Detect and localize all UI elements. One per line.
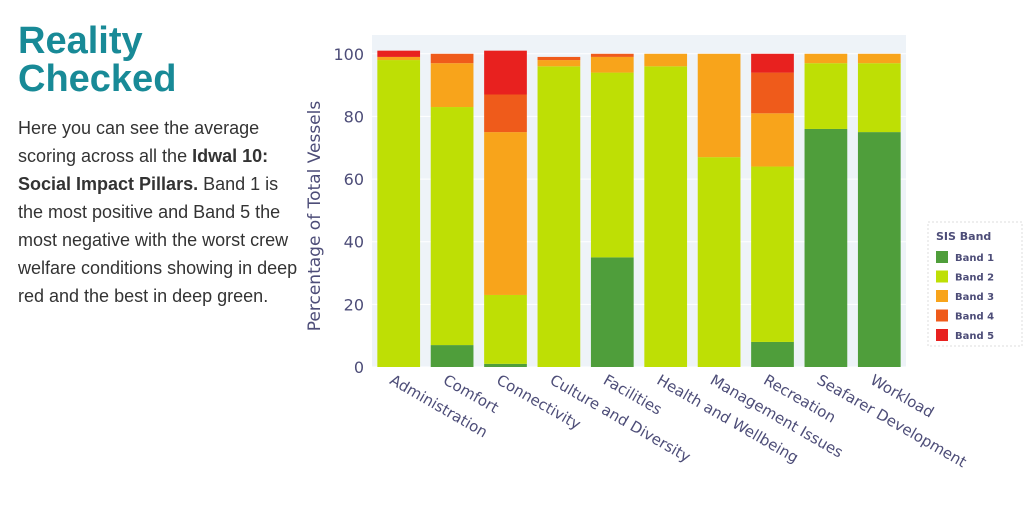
y-axis-label: Percentage of Total Vessels [305,101,325,332]
legend-swatch [936,309,948,322]
bar-segment [751,72,794,114]
bar-segment [751,113,794,167]
legend-swatch [936,290,948,302]
y-tick-label: 20 [344,295,364,314]
legend-label: Band 1 [955,253,994,264]
title: Reality Checked [18,20,177,100]
bar-segment [751,53,794,73]
body-text: Here you can see the average scoring acr… [18,118,260,166]
bar-segment [430,107,474,346]
bar-segment [804,53,848,64]
bar-segment [751,166,794,342]
bar-segment [590,257,634,367]
legend-label: Band 3 [955,292,994,303]
bar-segment [590,53,634,57]
legend-swatch [936,251,948,263]
bar-segment [377,60,421,367]
bar-segment [857,53,901,64]
bar-segment [644,66,688,368]
legend-label: Band 2 [955,273,994,284]
bar-segment [697,157,741,367]
bar-segment [697,53,741,158]
intro: Reality Checked Here you can see the ave… [18,22,303,310]
y-tick-label: 40 [344,233,364,252]
bar-segment [857,63,901,133]
bar-segment [590,56,634,73]
legend-box [927,221,1023,347]
bar-segment [484,294,527,364]
legend-swatch [936,270,948,283]
bar-segment [377,56,421,61]
bar-segment [430,53,474,64]
bar-segment [484,363,527,367]
bar-segment [857,132,901,367]
bar-segment [430,345,474,367]
y-tick-label: 80 [344,107,364,126]
bar-segment [430,63,474,108]
bar-segment [377,50,421,57]
legend-label: Band 5 [955,331,994,342]
bar-segment [537,60,581,67]
legend-title: SIS Band [936,230,991,243]
legend-label: Band 4 [955,312,994,323]
bar-segment [804,128,848,367]
y-tick-label: 0 [354,358,364,377]
bar-segment [537,56,581,61]
bar-segment [751,341,794,367]
bar-segment [484,132,527,295]
body: Here you can see the average scoring acr… [18,114,303,310]
bar-segment [590,72,634,258]
body-bold: Idwal 10: Social Impact Pillars. [18,146,269,194]
y-tick-label: 100 [333,45,364,64]
legend-swatch [936,329,948,341]
body-text: Band 1 is the most positive and Band 5 t… [18,174,298,306]
bar-segment [804,63,848,129]
bar-segment [644,53,688,67]
bar-segment [484,94,527,133]
bar-segment [537,66,581,368]
bar-segment [484,50,527,95]
y-tick-label: 60 [344,170,364,189]
